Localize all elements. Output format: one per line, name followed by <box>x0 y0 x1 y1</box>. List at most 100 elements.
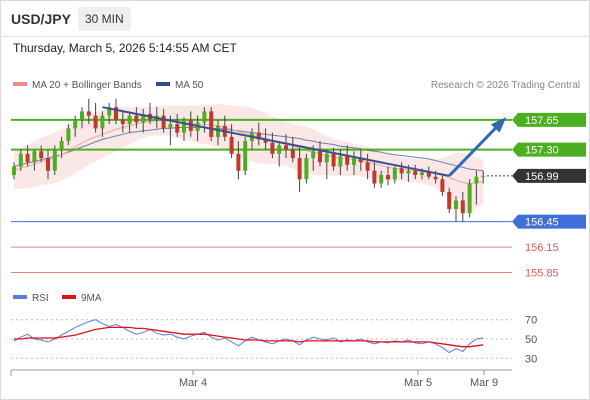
level-label-157-30: 157.30 <box>525 145 559 157</box>
candle-body <box>304 158 309 180</box>
candle <box>32 149 37 171</box>
candle <box>46 149 50 180</box>
candle-body <box>86 111 91 116</box>
level-label-156-99: 156.99 <box>525 171 559 183</box>
candle-body <box>474 176 479 184</box>
candle-body <box>392 168 397 180</box>
candle <box>256 122 261 146</box>
candle-body <box>12 166 16 176</box>
candle <box>379 170 384 188</box>
candle-body <box>202 111 207 123</box>
candle-body <box>460 200 465 214</box>
rsi-series-9ma <box>14 326 484 348</box>
x-tick-label: Mar 4 <box>179 377 207 389</box>
rsi-tick-30: 30 <box>525 353 537 365</box>
candle <box>182 117 186 142</box>
legend-rsi-label: RSI <box>32 293 49 304</box>
candle-body <box>399 168 404 174</box>
candle <box>175 113 180 137</box>
candle-body <box>426 172 431 177</box>
candle <box>386 166 390 186</box>
9ma-swatch <box>62 295 76 300</box>
candle-body <box>277 145 282 154</box>
candle <box>216 119 220 146</box>
candle-body <box>80 111 84 120</box>
candle-body <box>161 115 166 129</box>
legend-ma20: MA 20 + Bollinger Bands <box>13 80 142 91</box>
candle-body <box>263 139 268 143</box>
candle <box>318 141 322 167</box>
candle-body <box>413 170 418 176</box>
candle-body <box>175 124 180 133</box>
candle-body <box>447 191 452 209</box>
header-divider <box>0 36 590 37</box>
candle-body <box>324 153 329 163</box>
candle-body <box>18 153 23 167</box>
candle-body <box>32 151 37 163</box>
candle-body <box>168 124 173 129</box>
level-label-155-85: 155.85 <box>525 268 559 280</box>
candle-body <box>59 141 64 150</box>
candle <box>229 124 234 159</box>
candle-body <box>284 145 288 150</box>
candle <box>474 170 479 205</box>
candle-body <box>386 175 390 180</box>
candle-body <box>236 153 241 171</box>
x-tick-label: Mar 5 <box>404 377 432 389</box>
candle-body <box>256 132 261 140</box>
candle-body <box>93 115 98 129</box>
ma20-line <box>13 120 484 185</box>
interval-badge[interactable]: 30 MIN <box>78 7 131 31</box>
candle <box>372 162 377 188</box>
candle <box>399 162 404 180</box>
candle <box>460 191 465 222</box>
candle-body <box>46 158 50 171</box>
candle <box>134 107 139 129</box>
bollinger-band <box>14 103 484 213</box>
candle-body <box>39 151 44 159</box>
legend-ma20-label: MA 20 + Bollinger Bands <box>32 80 142 91</box>
level-tag-156-99 <box>512 168 586 183</box>
candle-body <box>229 136 234 154</box>
legend-ma50-label: MA 50 <box>175 80 204 91</box>
candle <box>304 153 309 184</box>
candle-body <box>182 119 186 133</box>
forecast-arrow-head <box>490 117 507 133</box>
candle-body <box>290 149 295 159</box>
candle <box>107 102 112 125</box>
candle <box>93 102 98 133</box>
candle <box>440 175 445 197</box>
rsi-tick-70: 70 <box>525 315 537 327</box>
level-label-157-65: 157.65 <box>525 115 559 127</box>
legend-ma50: MA 50 <box>156 80 203 91</box>
candle <box>86 98 91 125</box>
candle <box>467 179 472 218</box>
candle-body <box>25 153 30 163</box>
x-tick-label: Mar 9 <box>470 377 498 389</box>
candle <box>277 141 282 167</box>
level-label-156-15: 156.15 <box>525 242 559 254</box>
candle-body <box>270 142 275 154</box>
timestamp: Thursday, March 5, 2026 5:14:55 AM CET <box>13 41 237 55</box>
candle-body <box>52 149 57 171</box>
candle-body <box>318 151 322 163</box>
candle <box>127 111 132 133</box>
legend-9ma: 9MA <box>62 293 102 304</box>
candle <box>284 134 288 159</box>
candle <box>114 98 118 125</box>
candle-body <box>311 151 316 159</box>
candle <box>243 136 248 176</box>
chart-header: USD/JPY 30 MIN <box>0 0 590 36</box>
trendline <box>102 106 450 177</box>
candle-body <box>209 111 214 137</box>
candle-body <box>114 107 118 120</box>
candle <box>324 149 329 180</box>
rsi-swatch <box>13 295 27 300</box>
ma20-swatch <box>13 82 27 87</box>
candle <box>59 136 64 159</box>
candle <box>331 147 336 171</box>
candle-body <box>352 158 356 165</box>
candle-body <box>467 183 472 214</box>
candle <box>39 145 44 163</box>
